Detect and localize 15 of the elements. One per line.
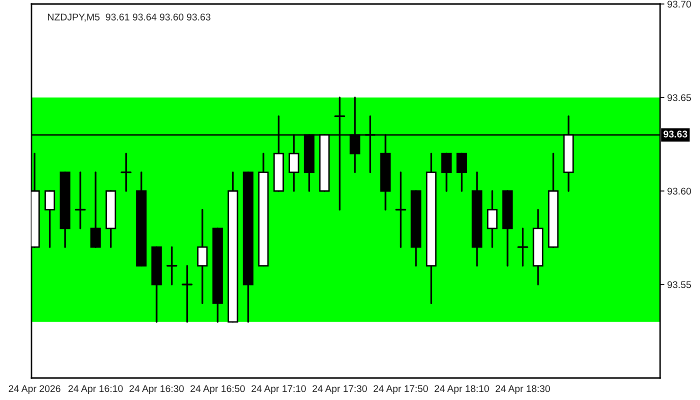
- x-tick-label: 24 Apr 16:30: [130, 385, 184, 394]
- y-tick-label: 93.65: [668, 94, 691, 102]
- x-tick-label: 24 Apr 17:50: [374, 385, 428, 394]
- x-tick-label: 24 Apr 17:30: [312, 385, 367, 394]
- x-tick-label: 24 Apr 16:50: [190, 385, 245, 394]
- x-tick-label: 24 Apr 18:10: [434, 385, 489, 394]
- x-tick-label: 24 Apr 18:30: [496, 385, 550, 394]
- text: NZDJPY,M5 93.61 93.64 93.60 93.63: [48, 14, 210, 22]
- ref-line-label: 93.63: [664, 130, 688, 138]
- x-tick-label: 24 Apr 16:10: [68, 385, 123, 394]
- y-tick-label: 93.70: [668, 0, 691, 8]
- y-tick-label: 93.60: [668, 188, 691, 195]
- x-tick-label: 24 Apr 2026: [8, 385, 60, 394]
- y-tick-label: 93.55: [668, 281, 691, 288]
- x-tick-label: 24 Apr 17:10: [252, 385, 306, 394]
